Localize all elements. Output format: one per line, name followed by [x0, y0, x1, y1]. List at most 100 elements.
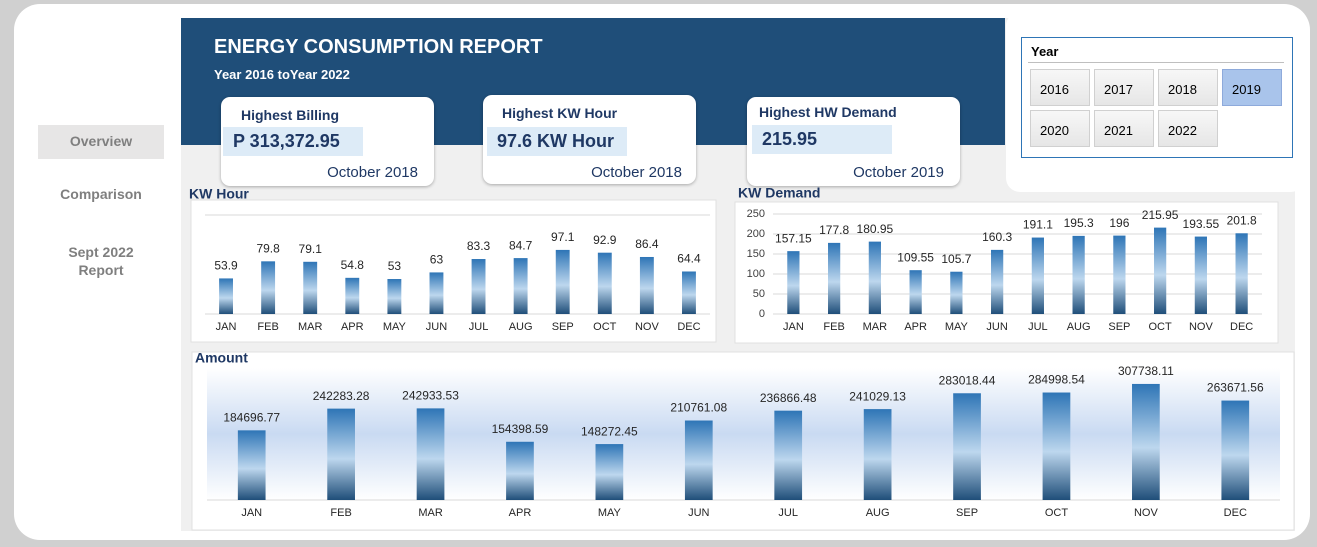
chart-title: Amount	[195, 350, 248, 366]
slicer-button[interactable]: 2020	[1030, 110, 1090, 147]
bar	[506, 441, 534, 500]
x-tick-label: MAY	[598, 507, 622, 519]
x-tick-label: DEC	[1224, 507, 1247, 519]
slicer-button[interactable]: 2016	[1030, 69, 1090, 106]
x-tick-label: NOV	[1134, 507, 1159, 519]
data-label: 242283.28	[313, 389, 370, 403]
bar	[345, 277, 360, 314]
data-label: 236866.48	[760, 391, 817, 405]
data-label: 263671.56	[1207, 381, 1264, 395]
data-label: 241029.13	[849, 389, 906, 403]
x-tick-label: FEB	[257, 321, 278, 333]
bar	[237, 430, 266, 500]
bar	[261, 261, 276, 314]
x-tick-label: MAR	[298, 321, 323, 333]
slicer-button[interactable]: 2021	[1094, 110, 1154, 147]
data-label: 53	[388, 259, 402, 273]
bar	[555, 249, 570, 314]
slicer-button[interactable]: 2017	[1094, 69, 1154, 106]
data-label: 83.3	[467, 239, 491, 253]
report-subtitle: Year 2016 toYear 2022	[214, 67, 350, 82]
nav-item[interactable]: Overview	[38, 125, 164, 159]
data-label: 64.4	[677, 252, 701, 266]
bar	[1042, 392, 1071, 500]
x-tick-label: JUL	[469, 321, 489, 333]
x-tick-label: AUG	[509, 321, 533, 333]
data-label: 97.1	[551, 230, 575, 244]
slicer-button[interactable]: 2018	[1158, 69, 1218, 106]
bar	[595, 444, 624, 500]
kpi-card: Highest Billing P 313,372.95 October 201…	[221, 97, 434, 186]
bar	[513, 258, 528, 314]
data-label: 105.7	[941, 252, 971, 266]
x-tick-label: JUL	[1028, 321, 1048, 333]
data-label: 92.9	[593, 233, 617, 247]
kpi-date: October 2018	[591, 164, 682, 181]
x-tick-label: NOV	[1189, 321, 1214, 333]
data-label: 86.4	[635, 237, 659, 251]
slicer-button[interactable]: 2019	[1222, 69, 1282, 106]
data-label: 53.9	[214, 259, 238, 273]
x-tick-label: MAY	[383, 321, 407, 333]
x-tick-label: OCT	[1045, 507, 1069, 519]
data-label: 283018.44	[939, 373, 996, 387]
data-label: 160.3	[982, 230, 1012, 244]
x-tick-label: JAN	[783, 321, 804, 333]
bar	[639, 256, 654, 314]
x-tick-label: APR	[509, 507, 532, 519]
x-tick-label: JUN	[986, 321, 1007, 333]
y-tick-label: 0	[759, 308, 765, 320]
y-tick-label: 100	[747, 268, 765, 280]
data-label: 196	[1109, 216, 1129, 230]
bar	[387, 279, 402, 314]
bar	[950, 271, 963, 314]
kpi-date: October 2018	[327, 164, 418, 181]
x-tick-label: MAR	[418, 507, 443, 519]
nav-item[interactable]: Comparison	[60, 186, 142, 202]
y-tick-label: 200	[747, 228, 765, 240]
kpi-card: Highest KW Hour 97.6 KW Hour October 201…	[483, 95, 696, 184]
data-label: 157.15	[775, 231, 812, 245]
data-label: 201.8	[1227, 213, 1257, 227]
x-tick-label: JAN	[216, 321, 237, 333]
x-tick-label: JUL	[778, 507, 798, 519]
data-label: 193.55	[1183, 217, 1220, 231]
slicer-divider	[1028, 62, 1284, 63]
data-label: 284998.54	[1028, 373, 1085, 387]
data-label: 215.95	[1142, 208, 1179, 222]
chart-title: KW Hour	[189, 186, 249, 202]
data-label: 307738.11	[1118, 364, 1174, 378]
data-label: 84.7	[509, 238, 533, 252]
chart-title: KW Demand	[738, 185, 820, 201]
x-tick-label: FEB	[330, 507, 351, 519]
x-tick-label: FEB	[823, 321, 844, 333]
bar	[471, 259, 486, 314]
bar	[991, 249, 1004, 314]
bar	[1132, 383, 1160, 500]
nav-item[interactable]: Sept 2022 Report	[68, 244, 134, 278]
x-tick-label: JUN	[688, 507, 709, 519]
x-tick-label: DEC	[677, 321, 700, 333]
y-tick-label: 150	[747, 248, 765, 260]
x-tick-label: AUG	[1067, 321, 1091, 333]
x-tick-label: AUG	[866, 507, 890, 519]
bar	[863, 409, 892, 500]
data-label: 54.8	[341, 258, 365, 272]
bar	[1154, 227, 1167, 314]
report-title: ENERGY CONSUMPTION REPORT	[214, 36, 543, 58]
bar	[1113, 235, 1126, 314]
bar	[597, 252, 612, 314]
y-tick-label: 50	[753, 288, 765, 300]
kpi-title: Highest HW Demand	[759, 104, 897, 120]
slicer-button[interactable]: 2022	[1158, 110, 1218, 147]
x-tick-label: JAN	[241, 507, 262, 519]
bar	[1031, 237, 1044, 314]
x-tick-label: APR	[341, 321, 364, 333]
data-label: 148272.45	[581, 424, 638, 438]
data-label: 195.3	[1064, 216, 1094, 230]
x-tick-label: SEP	[956, 507, 978, 519]
bar	[1072, 235, 1085, 314]
bar	[327, 408, 355, 500]
